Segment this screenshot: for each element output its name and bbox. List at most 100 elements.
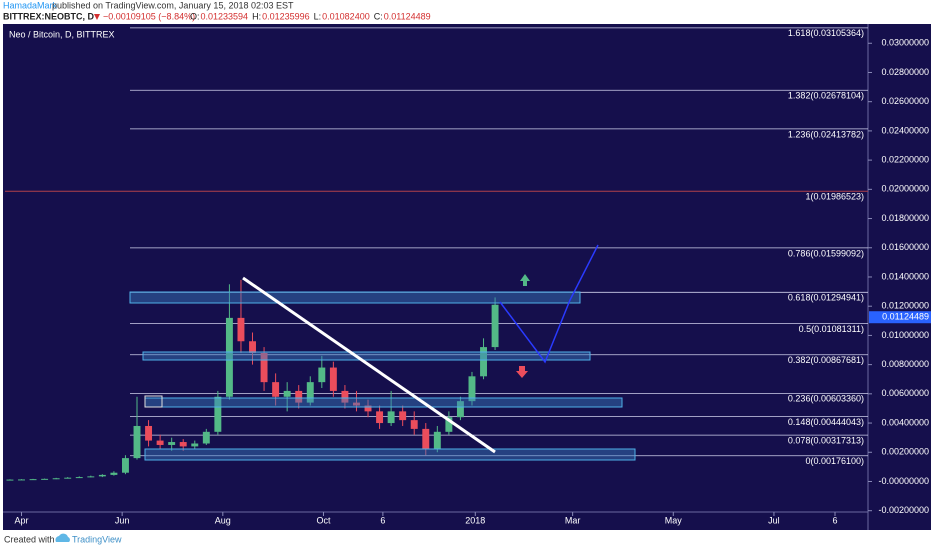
brand[interactable]: TradingView [72, 534, 122, 544]
fib-label: 0(0.00176100) [805, 456, 864, 466]
candle-body [237, 317, 245, 342]
candle-body [110, 472, 118, 475]
up-arrow [520, 274, 530, 286]
x-tick-label: 2018 [465, 515, 485, 525]
fib-label: 0.618(0.01294941) [788, 293, 864, 303]
chart-title: Neo / Bitcoin, D, BITTREX [9, 29, 115, 39]
y-tick-label: 0.02800000 [881, 67, 929, 77]
candle-body [75, 477, 83, 479]
y-tick-label: 0.00600000 [881, 388, 929, 398]
y-tick-label: 0.00800000 [881, 359, 929, 369]
candle-body [341, 390, 349, 403]
logo [55, 533, 70, 542]
zone [142, 351, 591, 361]
candle-body [98, 474, 106, 477]
candle-body [399, 411, 407, 421]
fib-label: 0.078(0.00317313) [788, 436, 864, 446]
candle-body [29, 479, 37, 481]
y-tick-label: 0.02000000 [881, 184, 929, 194]
y-tick-label: 0.00200000 [881, 447, 929, 457]
candle-body [145, 425, 153, 441]
created: Created with [4, 534, 55, 544]
ohlc-label: L: [314, 11, 322, 21]
trend-line [242, 276, 496, 454]
drawings [129, 244, 636, 461]
candle-body [422, 428, 430, 450]
ohlc-label: O: [190, 11, 200, 21]
candle-body [179, 442, 187, 447]
x-tick-label: Oct [316, 515, 331, 525]
candle-body [468, 376, 476, 402]
candle-body [364, 405, 372, 412]
candle-body [64, 477, 72, 479]
y-tick-label: 0.00400000 [881, 417, 929, 427]
ohlc-value: 0.01124489 [384, 11, 431, 21]
header: HamadaMark published on TradingView.com,… [3, 0, 431, 21]
published: published on TradingView.com, January 15… [52, 0, 294, 10]
ohlc-value: 0.01233594 [201, 11, 249, 21]
candle-body [121, 458, 129, 473]
candle-body [283, 390, 291, 397]
zone-box [144, 395, 163, 408]
x-tick-label: Jun [115, 515, 130, 525]
candle-body [225, 317, 233, 397]
ohlc-value: 0.01235996 [262, 11, 310, 21]
candle-body [202, 431, 210, 444]
candle-body [353, 402, 360, 406]
candle-body [260, 352, 268, 383]
fib-label: 1.236(0.02413782) [788, 129, 864, 139]
candle-body [433, 431, 441, 450]
axes: 0.03000000 0.02800000 0.02600000 0.02400000… [14, 38, 931, 525]
x-tick-label: Aug [215, 515, 231, 525]
candle-body [133, 425, 141, 459]
candle-body [480, 347, 487, 377]
candle-body [6, 479, 14, 481]
x-tick-label: Jul [768, 515, 780, 525]
plot: 1.618(0.03105364) 1.382(0.02678104) 1.236(… [5, 27, 868, 481]
candle-body [52, 478, 60, 480]
y-tick-label: 0.02400000 [881, 125, 929, 135]
down-arrow [94, 14, 100, 20]
fib-label: 1(0.01986523) [805, 192, 864, 202]
y-tick-label: 0.01600000 [881, 242, 929, 252]
x-tick-label: Mar [565, 515, 581, 525]
symbol: BITTREX:NEOBTC, D [3, 11, 94, 21]
y-tick-label: 0.01800000 [881, 213, 929, 223]
candle-body [87, 476, 95, 478]
candle-body [387, 411, 395, 424]
projection [499, 244, 599, 364]
candle-body [445, 417, 453, 432]
zone [144, 448, 636, 461]
zone [129, 291, 581, 304]
x-tick-label: May [665, 515, 683, 525]
last-price-box [869, 311, 931, 324]
ohlc-label: C: [374, 11, 383, 21]
candle-body [214, 396, 222, 432]
x-tick-label: 6 [380, 515, 385, 525]
y-tick-label: -0.00200000 [878, 505, 929, 515]
candle-body [318, 367, 326, 383]
fib-label: 0.148(0.00444043) [788, 417, 864, 427]
candle-body [491, 304, 499, 348]
chart-bg [3, 24, 931, 530]
change: −0.00109105 (−8.84%) [103, 11, 195, 21]
candle-body [41, 478, 49, 480]
candle-body [249, 341, 256, 353]
y-tick-label: 0.01400000 [881, 271, 929, 281]
down-arrow [516, 366, 528, 378]
footer: Created with TradingView [4, 533, 122, 544]
y-tick-label: 0.02600000 [881, 96, 929, 106]
candle-body [191, 443, 199, 447]
candle-body [329, 367, 337, 391]
author[interactable]: HamadaMark [3, 0, 58, 10]
candle-body [376, 411, 384, 424]
candle-body [18, 479, 25, 481]
candle-body [306, 382, 314, 403]
last-price-label: 0.01124489 [882, 312, 929, 322]
x-tick-label: Apr [14, 515, 28, 525]
fib-label: 1.618(0.03105364) [788, 28, 864, 38]
y-tick-label: 0.03000000 [881, 38, 929, 48]
candle-body [168, 442, 176, 445]
ohlc-value: 0.01082400 [322, 11, 370, 21]
